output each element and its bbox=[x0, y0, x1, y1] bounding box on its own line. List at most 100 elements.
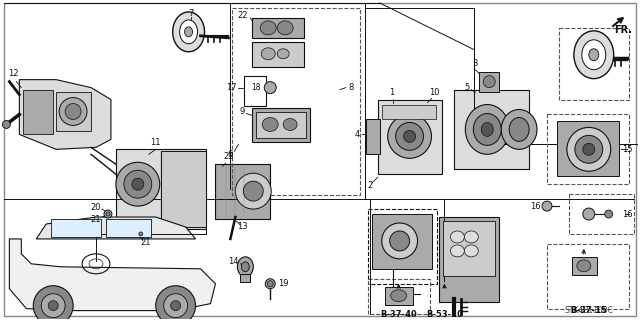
Ellipse shape bbox=[261, 48, 275, 60]
Ellipse shape bbox=[605, 210, 612, 218]
Ellipse shape bbox=[184, 27, 193, 37]
Text: 1: 1 bbox=[389, 88, 394, 97]
Text: 10: 10 bbox=[429, 88, 440, 97]
Text: FR.: FR. bbox=[614, 25, 632, 35]
Ellipse shape bbox=[474, 114, 501, 145]
Text: 12: 12 bbox=[8, 69, 19, 78]
Polygon shape bbox=[10, 239, 216, 311]
Bar bbox=[385, 287, 413, 305]
Ellipse shape bbox=[237, 257, 253, 277]
Ellipse shape bbox=[404, 131, 415, 142]
Ellipse shape bbox=[396, 123, 424, 150]
Bar bbox=[444, 221, 495, 276]
Ellipse shape bbox=[481, 123, 493, 136]
Text: 4: 4 bbox=[355, 130, 360, 139]
Bar bbox=[23, 90, 53, 134]
Ellipse shape bbox=[59, 98, 87, 125]
Bar bbox=[56, 92, 91, 132]
Ellipse shape bbox=[582, 40, 605, 70]
Ellipse shape bbox=[277, 21, 293, 35]
Text: 7: 7 bbox=[188, 9, 193, 19]
Ellipse shape bbox=[567, 127, 611, 171]
Text: 14: 14 bbox=[228, 257, 238, 266]
Ellipse shape bbox=[236, 173, 271, 209]
Ellipse shape bbox=[390, 290, 406, 302]
Bar bbox=[368, 279, 429, 314]
Ellipse shape bbox=[465, 245, 478, 257]
Text: 21: 21 bbox=[141, 238, 151, 247]
Bar bbox=[161, 151, 205, 227]
Bar bbox=[252, 18, 304, 38]
Ellipse shape bbox=[124, 170, 152, 198]
Bar bbox=[106, 219, 151, 237]
Ellipse shape bbox=[283, 118, 297, 131]
Text: 15: 15 bbox=[622, 145, 632, 154]
Bar bbox=[372, 214, 431, 269]
Ellipse shape bbox=[465, 231, 478, 243]
Text: 8: 8 bbox=[348, 83, 353, 92]
Ellipse shape bbox=[277, 49, 289, 59]
Text: 18: 18 bbox=[251, 83, 260, 92]
Ellipse shape bbox=[3, 120, 10, 128]
Ellipse shape bbox=[262, 117, 278, 132]
Ellipse shape bbox=[509, 117, 529, 141]
Ellipse shape bbox=[180, 20, 198, 44]
Bar bbox=[572, 257, 596, 275]
Bar bbox=[232, 8, 360, 195]
Ellipse shape bbox=[171, 301, 180, 311]
Bar bbox=[256, 111, 306, 138]
Bar bbox=[51, 219, 101, 237]
Ellipse shape bbox=[583, 143, 595, 155]
Ellipse shape bbox=[65, 104, 81, 119]
Ellipse shape bbox=[381, 223, 417, 259]
Bar bbox=[440, 217, 499, 302]
Ellipse shape bbox=[589, 49, 599, 61]
Ellipse shape bbox=[241, 262, 250, 272]
Ellipse shape bbox=[583, 208, 595, 220]
Ellipse shape bbox=[156, 286, 196, 320]
Bar bbox=[216, 164, 270, 219]
Text: 2: 2 bbox=[368, 181, 373, 190]
Bar bbox=[557, 122, 619, 176]
Ellipse shape bbox=[388, 115, 431, 158]
Text: B-37-15: B-37-15 bbox=[570, 306, 607, 315]
Ellipse shape bbox=[483, 76, 495, 88]
Text: B-37-40: B-37-40 bbox=[380, 310, 417, 319]
Bar bbox=[479, 72, 499, 92]
Ellipse shape bbox=[132, 178, 144, 190]
Ellipse shape bbox=[260, 21, 276, 35]
Ellipse shape bbox=[501, 109, 537, 149]
Text: 17: 17 bbox=[226, 83, 236, 92]
Bar bbox=[241, 274, 250, 282]
Ellipse shape bbox=[465, 105, 509, 154]
Bar bbox=[368, 209, 438, 284]
Text: 3: 3 bbox=[472, 59, 478, 68]
Text: 5: 5 bbox=[464, 83, 469, 92]
Ellipse shape bbox=[137, 230, 145, 238]
Ellipse shape bbox=[104, 210, 112, 218]
Ellipse shape bbox=[268, 281, 273, 287]
Bar bbox=[252, 108, 310, 142]
Ellipse shape bbox=[33, 286, 73, 320]
Ellipse shape bbox=[264, 82, 276, 93]
Text: 13: 13 bbox=[237, 222, 248, 231]
Bar bbox=[252, 42, 304, 67]
Ellipse shape bbox=[574, 31, 614, 79]
Text: 11: 11 bbox=[150, 138, 161, 147]
Ellipse shape bbox=[577, 260, 591, 272]
Bar bbox=[381, 105, 436, 119]
Text: 9: 9 bbox=[239, 107, 244, 116]
Bar bbox=[547, 244, 628, 308]
Bar bbox=[454, 90, 529, 169]
Ellipse shape bbox=[243, 181, 263, 201]
Text: 22: 22 bbox=[238, 12, 248, 20]
Bar bbox=[378, 100, 442, 174]
Ellipse shape bbox=[41, 294, 65, 317]
Text: 6: 6 bbox=[227, 150, 232, 159]
Ellipse shape bbox=[265, 279, 275, 289]
Bar bbox=[559, 28, 628, 100]
Ellipse shape bbox=[575, 135, 603, 163]
Text: STK4B1100C: STK4B1100C bbox=[564, 306, 613, 315]
Ellipse shape bbox=[542, 201, 552, 211]
Text: 21: 21 bbox=[91, 214, 101, 224]
